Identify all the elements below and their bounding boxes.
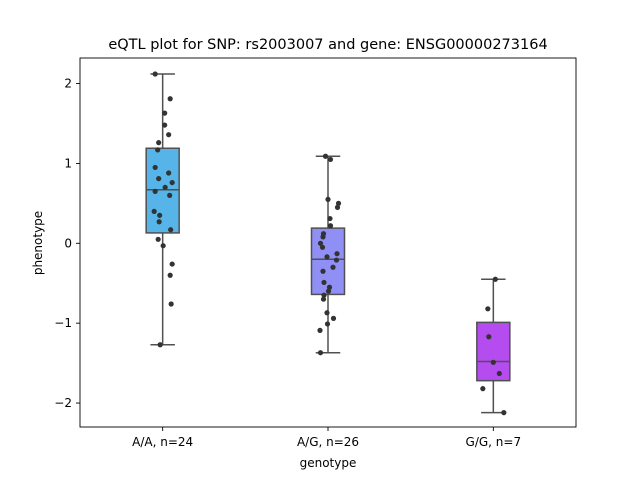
chart-title: eQTL plot for SNP: rs2003007 and gene: E…: [108, 37, 547, 53]
data-point: [160, 243, 166, 249]
x-axis-label: genotype: [300, 456, 357, 470]
x-tick-label: A/G, n=26: [297, 435, 359, 449]
plot-area: [145, 71, 511, 416]
points-group-1: [151, 71, 175, 348]
data-point: [166, 132, 172, 138]
data-point: [325, 288, 332, 294]
data-point: [157, 342, 163, 348]
data-point: [486, 334, 492, 340]
data-point: [334, 204, 341, 210]
box: [145, 147, 180, 234]
data-point: [490, 359, 496, 365]
data-point: [326, 284, 333, 290]
data-point: [167, 272, 173, 278]
data-point: [480, 386, 486, 392]
data-point: [496, 370, 502, 377]
x-tick-label: G/G, n=7: [466, 435, 522, 449]
axes: 2 1 0 −1 −2 A/A, n=24 A/G, n=26 G/G, n=7: [54, 77, 521, 449]
data-point: [152, 188, 158, 194]
data-point: [169, 179, 175, 186]
data-point: [155, 236, 161, 242]
y-axis-label: phenotype: [31, 211, 45, 275]
data-point: [324, 254, 330, 260]
data-point: [324, 310, 330, 316]
data-point: [334, 251, 340, 257]
data-point: [162, 122, 168, 128]
data-point: [327, 156, 334, 163]
box-group-1: [145, 73, 180, 346]
points-group-2: [317, 153, 342, 356]
data-point: [317, 240, 324, 246]
data-point: [317, 327, 323, 333]
data-point: [501, 410, 507, 416]
x-tick-label: A/A, n=24: [132, 435, 193, 449]
data-point: [320, 268, 326, 274]
box: [310, 227, 346, 296]
data-point: [152, 71, 158, 77]
data-point: [325, 196, 331, 202]
data-point: [162, 184, 168, 190]
data-point: [335, 200, 342, 206]
data-point: [156, 219, 162, 225]
y-tick-label: −2: [54, 396, 72, 410]
data-point: [156, 140, 162, 146]
data-point: [317, 350, 324, 356]
data-point: [151, 208, 157, 214]
data-point: [330, 315, 337, 321]
data-point: [322, 153, 329, 159]
data-point: [167, 192, 173, 198]
data-point: [333, 257, 340, 263]
data-point: [321, 279, 327, 286]
y-tick-label: 0: [64, 236, 72, 250]
data-point: [168, 227, 174, 233]
data-point: [492, 276, 498, 282]
y-tick-label: −1: [54, 316, 72, 330]
data-point: [320, 296, 327, 302]
y-tick-label: 1: [64, 156, 72, 170]
points-group-3: [480, 276, 507, 416]
box-group-3: [476, 278, 511, 414]
y-tick-label: 2: [64, 77, 72, 91]
data-point: [485, 306, 491, 312]
data-point: [156, 176, 162, 182]
data-point: [320, 234, 326, 240]
data-point: [166, 170, 172, 176]
data-point: [157, 212, 163, 218]
data-point: [327, 223, 334, 229]
data-point: [169, 261, 175, 267]
data-point: [330, 264, 336, 270]
data-point: [167, 96, 173, 102]
data-point: [319, 244, 326, 250]
data-point: [324, 321, 331, 327]
data-point: [152, 164, 158, 171]
data-point: [155, 147, 161, 153]
data-point: [327, 215, 333, 222]
box: [476, 321, 511, 382]
data-point: [162, 110, 168, 116]
data-point: [168, 301, 174, 307]
data-point: [321, 292, 327, 298]
